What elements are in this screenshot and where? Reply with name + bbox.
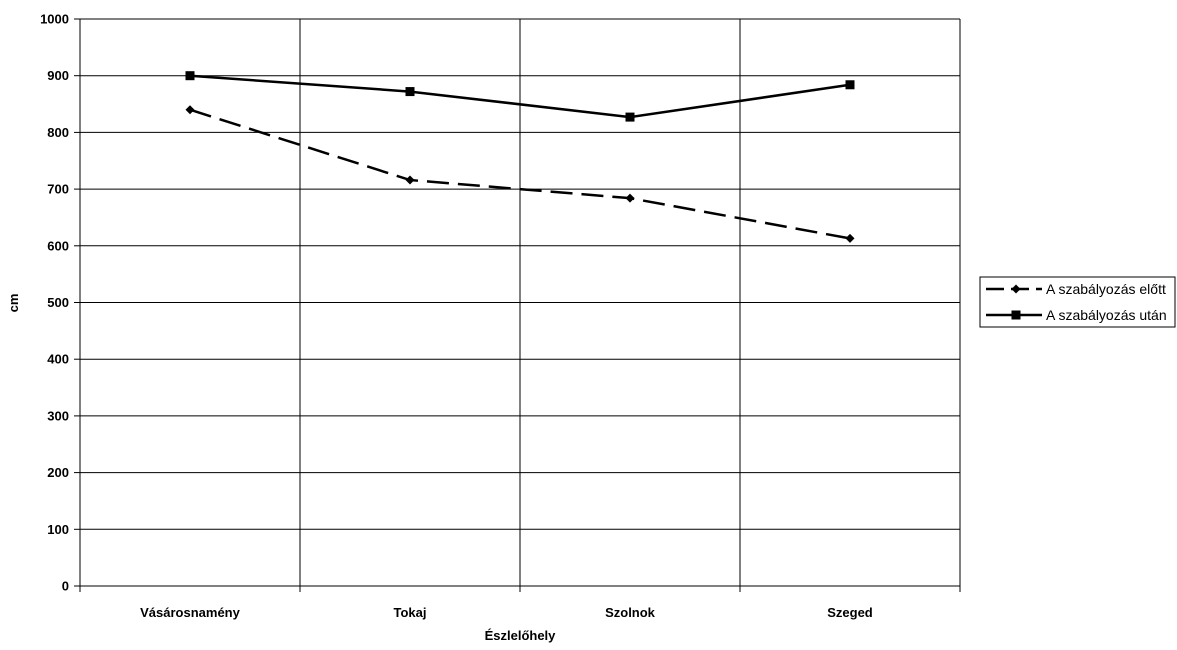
y-tick-label: 900 — [47, 68, 69, 83]
x-tick-labels: Vásárosnamény Tokaj Szolnok Szeged — [140, 605, 873, 620]
series-before — [185, 105, 855, 243]
y-tick-label: 300 — [47, 408, 69, 423]
y-tick-label: 400 — [47, 352, 69, 367]
data-point — [845, 233, 855, 243]
y-tick-label: 800 — [47, 125, 69, 140]
data-point — [185, 71, 195, 81]
y-tick-label: 0 — [62, 579, 69, 594]
y-axis-title: cm — [6, 294, 21, 313]
y-tick-label: 700 — [47, 182, 69, 197]
x-tick-label: Szeged — [827, 605, 873, 620]
y-tick-label: 600 — [47, 238, 69, 253]
data-point — [845, 80, 855, 90]
series-lines — [185, 71, 855, 243]
legend-item: A szabályozás előtt — [986, 281, 1166, 297]
data-point — [625, 112, 635, 122]
y-tick-label: 1000 — [40, 12, 69, 27]
x-tick-label: Szolnok — [605, 605, 656, 620]
data-point — [185, 105, 195, 115]
y-tick-label: 100 — [47, 522, 69, 537]
legend-label: A szabályozás előtt — [1046, 281, 1166, 297]
legend-label: A szabályozás után — [1046, 307, 1167, 323]
x-axis-title: Észlelőhely — [485, 628, 557, 643]
data-point — [405, 175, 415, 185]
legend-marker — [1011, 310, 1021, 320]
data-point — [405, 87, 415, 97]
data-point — [625, 193, 635, 203]
y-tick-labels: 0 100 200 300 400 500 600 700 800 900 1000 — [40, 12, 69, 594]
y-tick-label: 500 — [47, 295, 69, 310]
grid-lines — [80, 18, 961, 586]
y-tick-label: 200 — [47, 465, 69, 480]
series-line — [189, 74, 851, 119]
x-tick-label: Tokaj — [394, 605, 427, 620]
legend-marker — [1011, 284, 1021, 294]
series-line — [189, 108, 851, 240]
x-tick-label: Vásárosnamény — [140, 605, 240, 620]
axes — [74, 18, 961, 592]
series-after — [185, 71, 855, 122]
legend-item: A szabályozás után — [986, 307, 1167, 323]
legend: A szabályozás előtt A szabályozás után — [979, 276, 1176, 328]
